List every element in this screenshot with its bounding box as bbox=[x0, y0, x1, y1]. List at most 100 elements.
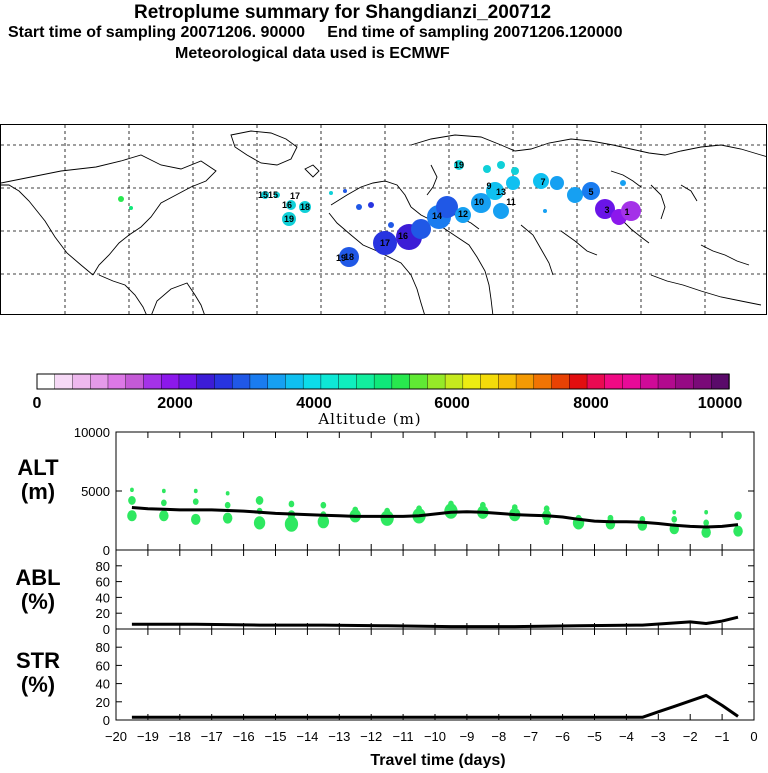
colorbar-swatch bbox=[125, 373, 145, 390]
map-label: 11 bbox=[506, 197, 516, 207]
str-ytick-label: 0 bbox=[103, 713, 110, 728]
colorbar-tick: 2000 bbox=[157, 395, 193, 412]
colorbar-swatch bbox=[498, 373, 517, 390]
alt-ytick-label: 5000 bbox=[81, 484, 110, 499]
abl-ytick-label: 60 bbox=[96, 575, 110, 590]
colorbar-swatch bbox=[586, 373, 606, 390]
colorbar-swatch bbox=[214, 373, 233, 390]
alt-marker bbox=[288, 500, 295, 508]
alt-marker bbox=[671, 516, 678, 523]
alt-marker bbox=[543, 505, 550, 512]
colorbar-swatches bbox=[36, 373, 730, 390]
colorbar-swatch bbox=[409, 373, 429, 390]
x-tick-label: −5 bbox=[587, 729, 602, 744]
colorbar-swatch bbox=[320, 373, 340, 390]
x-tick-label: −10 bbox=[424, 729, 446, 744]
str-ytick-label: 40 bbox=[96, 677, 110, 692]
colorbar-swatch bbox=[54, 373, 74, 390]
map-label: 9 bbox=[486, 181, 491, 191]
map-label: 10 bbox=[474, 197, 484, 207]
alt-marker bbox=[191, 513, 201, 525]
map-label: 17 bbox=[380, 238, 390, 248]
alt-marker bbox=[380, 510, 394, 526]
alt-marker bbox=[161, 499, 167, 507]
colorbar-swatch bbox=[302, 373, 322, 390]
x-tick-label: −7 bbox=[523, 729, 538, 744]
map-label: 15 bbox=[258, 190, 268, 200]
alt-series-line bbox=[131, 506, 739, 529]
x-axis-title: Travel time (days) bbox=[370, 752, 505, 768]
colorbar-swatch bbox=[551, 373, 570, 390]
alt-marker bbox=[448, 500, 454, 508]
alt-marker bbox=[224, 501, 231, 509]
x-tick-label: 0 bbox=[750, 729, 757, 744]
abl-axis-title: ABL (%) bbox=[15, 565, 60, 614]
map-label: 15 bbox=[268, 190, 278, 200]
retroplume-map: 19 18 17 15 16 19 15 13 11 9 7 5 3 1 18 … bbox=[0, 124, 767, 315]
alt-marker bbox=[352, 506, 359, 514]
map-svg: 19 18 17 15 16 19 15 13 11 9 7 5 3 1 18 … bbox=[1, 125, 766, 314]
colorbar-swatch bbox=[72, 373, 91, 390]
colorbar-swatch bbox=[356, 373, 375, 390]
alt-frame bbox=[115, 431, 755, 551]
alt-marker bbox=[159, 510, 169, 522]
x-tick-label: −11 bbox=[393, 729, 414, 744]
colorbar-swatch bbox=[196, 373, 216, 390]
colorbar-swatch bbox=[533, 373, 553, 390]
colorbar-swatch bbox=[462, 373, 482, 390]
colorbar-swatch bbox=[338, 373, 358, 390]
colorbar-swatch bbox=[480, 373, 500, 390]
map-label: 14 bbox=[432, 211, 442, 221]
colorbar-tick: 10000 bbox=[698, 395, 743, 412]
time-series-panels: ALT (m) ABL (%) STR (%) Travel time (days) … bbox=[0, 425, 768, 769]
alt-marker bbox=[130, 487, 134, 493]
plume-day-labels: 19 18 17 15 16 19 15 13 11 9 7 5 3 1 18 … bbox=[258, 160, 630, 263]
colorbar-swatch bbox=[515, 373, 535, 390]
alt-ytick-label: 0 bbox=[103, 543, 110, 558]
str-ytick-label: 80 bbox=[96, 640, 110, 655]
map-label: 7 bbox=[540, 177, 545, 187]
alt-marker bbox=[127, 510, 137, 522]
x-tick-label: −14 bbox=[296, 729, 318, 744]
str-ytick-label: 20 bbox=[96, 695, 110, 710]
colorbar-swatch bbox=[640, 373, 659, 390]
colorbar-tick: 8000 bbox=[573, 395, 609, 412]
colorbar-swatch bbox=[604, 373, 624, 390]
x-tick-label: −3 bbox=[651, 729, 666, 744]
alt-marker bbox=[192, 498, 199, 505]
alt-marker bbox=[128, 496, 136, 505]
colorbar-swatch bbox=[373, 373, 393, 390]
alt-axis-title: ALT (m) bbox=[17, 455, 59, 504]
alt-marker bbox=[384, 507, 390, 515]
alt-marker bbox=[255, 496, 264, 505]
x-tick-label: −17 bbox=[201, 729, 223, 744]
abl-series-line bbox=[131, 615, 739, 629]
x-tick-label: −16 bbox=[233, 729, 255, 744]
alt-marker bbox=[607, 514, 614, 522]
map-label: 18 bbox=[344, 252, 354, 262]
map-label: 13 bbox=[496, 187, 506, 197]
colorbar-swatch bbox=[231, 373, 251, 390]
str-series-line bbox=[131, 693, 739, 719]
colorbar-swatch bbox=[657, 373, 677, 390]
alt-marker bbox=[734, 511, 742, 521]
alt-marker bbox=[672, 510, 677, 515]
colorbar-swatch bbox=[267, 373, 287, 390]
colorbar-frame bbox=[36, 373, 730, 390]
map-label: 16 bbox=[282, 200, 292, 210]
colorbar-swatch bbox=[693, 373, 712, 390]
x-tick-label: −13 bbox=[328, 729, 350, 744]
x-tick-label: −6 bbox=[555, 729, 570, 744]
page-title: Retroplume summary for Shangdianzi_20071… bbox=[134, 2, 552, 23]
altitude-colorbar: 0 2000 4000 6000 8000 10000 Altitude (m) bbox=[0, 370, 768, 430]
map-label: 1 bbox=[624, 207, 629, 217]
sampling-period: Start time of sampling 20071206. 90000 E… bbox=[8, 24, 623, 41]
alt-marker bbox=[416, 505, 422, 512]
x-tick-label: −9 bbox=[459, 729, 474, 744]
x-tick-label: −1 bbox=[715, 729, 730, 744]
colorbar-swatch bbox=[285, 373, 304, 390]
x-tick-label: −15 bbox=[264, 729, 286, 744]
colorbar-tick: 0 bbox=[33, 395, 42, 412]
alt-marker bbox=[161, 488, 166, 494]
colorbar-swatch bbox=[161, 373, 180, 390]
